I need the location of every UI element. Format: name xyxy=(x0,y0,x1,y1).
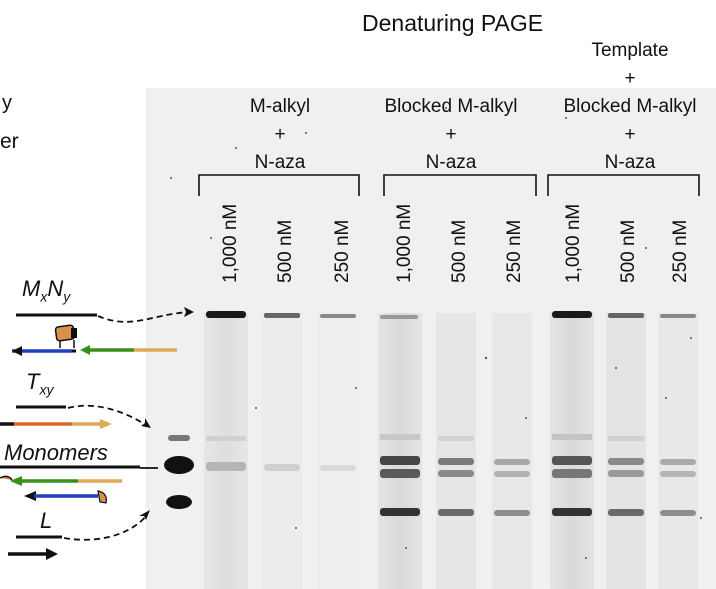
group-2-line-2: + xyxy=(445,124,457,145)
monomer-strand-2 xyxy=(24,490,107,504)
lane-smear-2 xyxy=(262,313,302,589)
band-mxny-1 xyxy=(206,311,246,318)
lane-label-7: 1,000 nM xyxy=(563,203,584,283)
band-mxny-8 xyxy=(608,313,644,318)
band-mono-b-8 xyxy=(608,470,644,477)
group-2-line-1: Blocked M-alkyl xyxy=(384,96,518,117)
band-mxny-2 xyxy=(264,313,300,318)
band-mono-b-6 xyxy=(494,471,530,477)
monomer-strand-1 xyxy=(0,475,122,486)
band-mono-a-8 xyxy=(608,458,644,465)
lane-smear-4 xyxy=(378,313,422,589)
mxny-complex xyxy=(12,324,177,356)
lane-label-8: 500 nM xyxy=(618,219,639,283)
mxny-sub-y: y xyxy=(63,288,71,305)
label-mxny: MxNy xyxy=(22,276,70,304)
lane-label-4: 1,000 nM xyxy=(394,203,415,283)
arrow-l xyxy=(63,515,147,541)
band-mono-b-9 xyxy=(660,471,696,477)
figure-title: Denaturing PAGE xyxy=(362,10,544,36)
band-mono-a-5 xyxy=(438,458,474,465)
band-l-8 xyxy=(608,509,644,516)
group-brackets xyxy=(198,174,700,196)
group-3-line-1: Template xyxy=(591,40,669,61)
group-1-line-1: M-alkyl xyxy=(249,96,311,117)
group-1-line-3: N-aza xyxy=(254,152,306,173)
group-3-line-2: + xyxy=(624,68,636,89)
band-mono-b-5 xyxy=(438,470,474,477)
band-mono-a-2 xyxy=(264,464,300,471)
lane-smear-5 xyxy=(436,313,476,589)
band-mono-b-7 xyxy=(552,469,592,478)
bracket-2 xyxy=(383,174,537,196)
label-monomers: Monomers xyxy=(4,440,108,465)
band-l-7 xyxy=(552,508,592,516)
lane-smear-8 xyxy=(606,313,646,589)
txy-strand xyxy=(0,419,112,429)
mxny-sub-x: x xyxy=(40,288,48,305)
label-txy: Txy xyxy=(26,369,53,397)
arrow-mxny xyxy=(97,311,189,323)
band-upper-5 xyxy=(438,436,474,441)
band-mxny-7 xyxy=(552,311,592,318)
band-mono-a-1 xyxy=(206,462,246,471)
bracket-1 xyxy=(198,174,360,196)
l-strand xyxy=(8,548,58,560)
group-2-line-3: N-aza xyxy=(425,152,477,173)
ladder-band-monomers xyxy=(164,456,194,474)
lane-smear-6 xyxy=(492,313,532,589)
band-mono-a-9 xyxy=(660,459,696,465)
lane-smear-1 xyxy=(204,313,248,589)
band-l-5 xyxy=(438,509,474,516)
group-label-template: Template + Blocked M-alkyl + N-aza xyxy=(545,37,715,177)
ladder-band-l xyxy=(166,495,192,509)
group-label-blocked: Blocked M-alkyl + N-aza xyxy=(364,93,538,177)
gel-speckles xyxy=(170,107,702,559)
band-upper-4 xyxy=(380,434,420,440)
group-3-line-5: N-aza xyxy=(604,152,656,173)
band-l-4 xyxy=(380,508,420,516)
schematic-strands xyxy=(0,307,194,560)
lane-label-9: 250 nM xyxy=(670,219,691,283)
bracket-3 xyxy=(547,174,700,196)
lane-smear-7 xyxy=(550,313,594,589)
lane-label-1: 1,000 nM xyxy=(220,203,241,283)
band-mxny-3 xyxy=(320,314,356,318)
band-mono-a-3 xyxy=(320,465,356,471)
band-mono-a-6 xyxy=(494,459,530,465)
lane-smear-9 xyxy=(658,313,698,589)
mxny-mid: N xyxy=(47,276,64,301)
gel-image xyxy=(146,88,716,589)
band-upper-1 xyxy=(206,436,246,441)
cut-label-line1: y xyxy=(2,92,12,114)
lane-label-5: 500 nM xyxy=(449,219,470,283)
lane-label-2: 500 nM xyxy=(275,219,296,283)
label-l: L xyxy=(40,508,53,533)
band-mxny-9 xyxy=(660,314,696,318)
txy-base: T xyxy=(26,369,40,394)
group-label-m-alkyl: M-alkyl + N-aza xyxy=(200,93,360,177)
band-mono-b-4 xyxy=(380,469,420,478)
cut-label-line2: er xyxy=(0,130,19,153)
group-1-line-2: + xyxy=(274,124,286,145)
lane-label-6: 250 nM xyxy=(504,219,525,283)
mxny-base: M xyxy=(22,276,41,301)
band-mxny-4 xyxy=(380,315,418,319)
txy-sub: xy xyxy=(39,381,54,398)
band-mono-a-7 xyxy=(552,456,592,465)
ladder-band-top xyxy=(168,435,190,441)
lane-smear-3 xyxy=(318,313,358,589)
arrow-txy xyxy=(67,404,147,426)
band-l-9 xyxy=(660,510,696,516)
band-mono-a-4 xyxy=(380,456,420,465)
group-3-line-3: Blocked M-alkyl xyxy=(563,96,697,117)
band-upper-8 xyxy=(608,436,644,441)
band-l-6 xyxy=(494,510,530,516)
lane-label-3: 250 nM xyxy=(332,219,353,283)
band-upper-7 xyxy=(552,434,592,440)
group-3-line-4: + xyxy=(624,124,636,145)
